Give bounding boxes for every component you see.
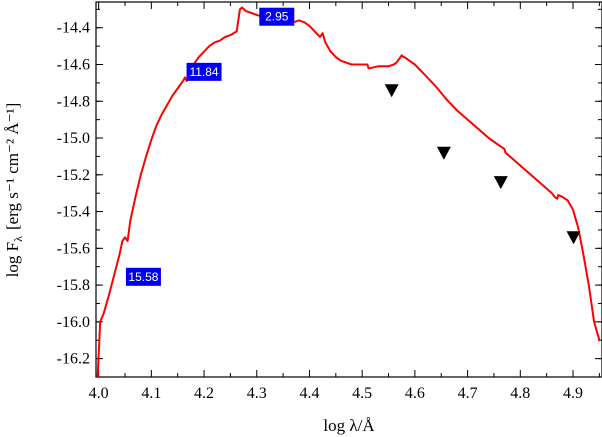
y-tick-label: -15.6 <box>57 240 90 257</box>
annotation-box <box>125 267 161 286</box>
x-tick-label: 4.4 <box>299 385 319 402</box>
upper-limit-marker <box>384 84 399 98</box>
upper-limit-marker <box>493 176 508 190</box>
upper-limit-marker <box>436 146 451 160</box>
y-axis-label-main: log F <box>3 242 22 277</box>
y-tick-label: -15.8 <box>57 277 90 294</box>
y-tick-label: -15.2 <box>57 167 90 184</box>
y-axis-label-group: log Fλ [erg s⁻¹ cm⁻² Å⁻¹] <box>3 103 25 278</box>
plot-area: 4.0 4.1 4.2 4.3 4.4 4.5 4.6 4.7 4.8 4.9 -14.4 -14.6… <box>57 1 602 402</box>
x-tick-label: 4.8 <box>510 385 530 402</box>
x-axis-label: log λ/Å <box>323 416 375 435</box>
y-tick-label: -14.6 <box>57 57 90 74</box>
x-tick-label: 4.3 <box>247 385 267 402</box>
y-tick-label: -16.0 <box>57 314 90 331</box>
y-tick-label: -15.0 <box>57 130 90 147</box>
plot-frame <box>95 1 602 378</box>
annotation-label: 2.95 <box>265 10 289 24</box>
y-tick-label: -15.4 <box>57 204 90 221</box>
series-layer <box>96 6 601 378</box>
y-axis-label-subscript: λ <box>11 236 25 242</box>
annotation-label: 11.84 <box>189 65 218 79</box>
annotation-label: 15.58 <box>128 270 158 284</box>
annotation-box <box>259 7 295 26</box>
y-tick-label: -16.2 <box>57 351 90 368</box>
x-tick-label: 4.6 <box>405 385 425 402</box>
x-tick-label: 4.1 <box>141 385 161 402</box>
sed-model-line <box>96 6 601 378</box>
markers-layer <box>384 84 581 245</box>
annotations-layer: 2.95 11.84 15.58 <box>125 7 295 286</box>
x-tick-label: 4.0 <box>89 385 109 402</box>
x-tick-label: 4.2 <box>194 385 214 402</box>
x-tick-label: 4.5 <box>352 385 372 402</box>
x-tick-label: 4.9 <box>563 385 583 402</box>
annotation-box <box>186 62 222 81</box>
y-tick-label: -14.8 <box>57 93 90 110</box>
x-tick-label: 4.7 <box>458 385 478 402</box>
upper-limit-marker <box>566 231 581 245</box>
y-axis-label: log Fλ [erg s⁻¹ cm⁻² Å⁻¹] <box>3 103 25 278</box>
ticks-layer: 4.0 4.1 4.2 4.3 4.4 4.5 4.6 4.7 4.8 4.9 -14.4 -14.6… <box>57 2 602 402</box>
y-tick-label: -14.4 <box>57 20 90 37</box>
y-axis-label-units: [erg s⁻¹ cm⁻² Å⁻¹] <box>3 103 22 230</box>
